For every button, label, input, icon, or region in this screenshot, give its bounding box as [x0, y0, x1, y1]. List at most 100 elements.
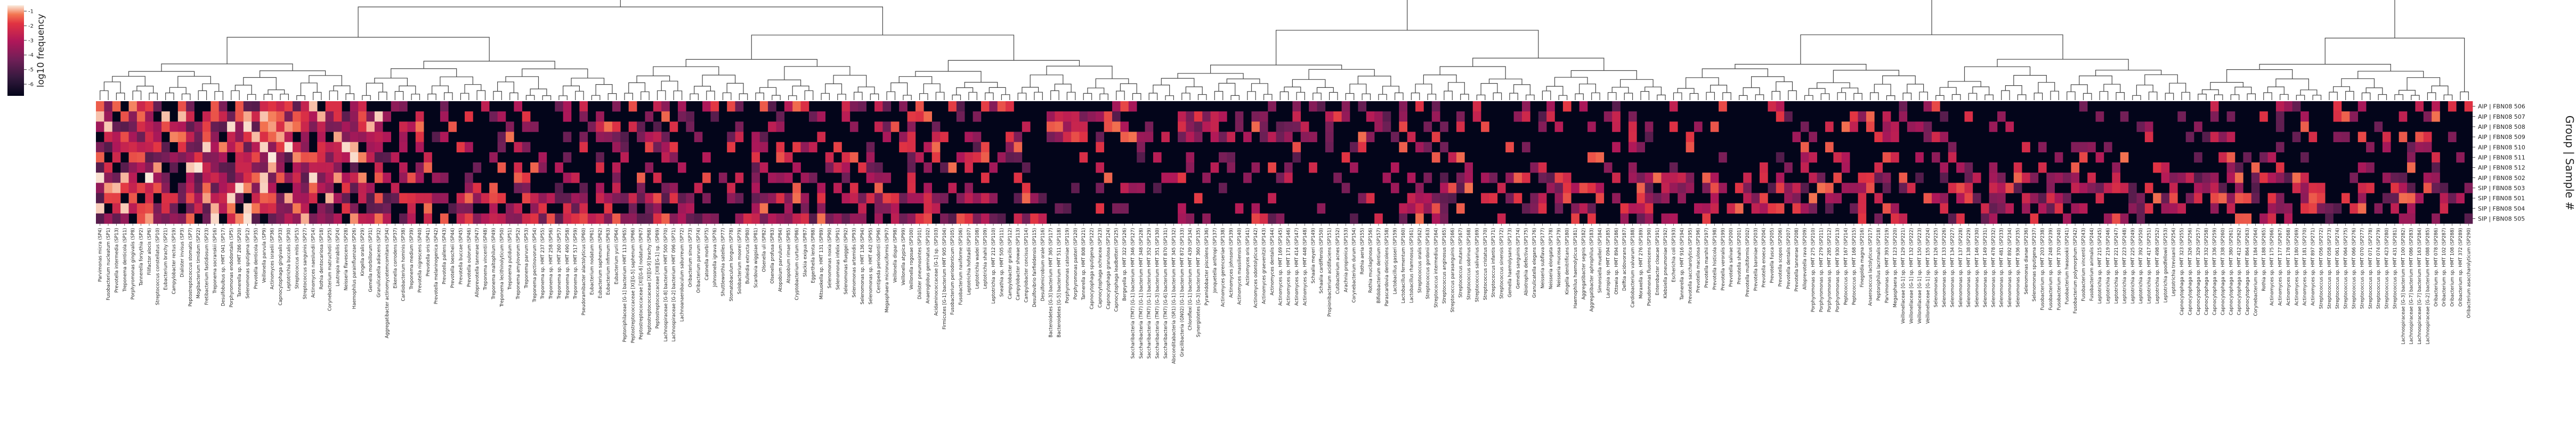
dendrogram-branch — [767, 79, 801, 88]
heatmap-cell — [800, 142, 809, 153]
column-label: Oribacterium sp. HMT 078 (SP286) — [2434, 228, 2439, 307]
heatmap-cell — [325, 203, 334, 214]
heatmap-cell — [1948, 152, 1957, 163]
heatmap-cell — [1161, 173, 1170, 183]
heatmap-cell — [2382, 132, 2391, 142]
column-label: Actinomyces odontolyticus (SP142) — [1253, 228, 1259, 308]
heatmap-cell — [956, 152, 965, 163]
dendrogram-branch — [2247, 93, 2256, 100]
heatmap-cell — [866, 193, 875, 203]
row-label: AIP | FBN08 507 — [2478, 113, 2525, 120]
heatmap-cell — [735, 173, 744, 183]
heatmap-cell — [96, 152, 104, 163]
heatmap-cell — [2030, 213, 2039, 224]
heatmap-cell — [1850, 121, 1858, 132]
heatmap-cell — [210, 132, 219, 142]
heatmap-cell — [628, 101, 637, 112]
heatmap-cell — [96, 203, 104, 214]
heatmap-cell — [1850, 203, 1858, 214]
column-label: Streptococcus oralis (SP162) — [1417, 228, 1423, 293]
heatmap-cell — [2440, 183, 2449, 193]
heatmap-cell — [759, 132, 768, 142]
heatmap-cell — [2071, 142, 2080, 153]
heatmap-cell — [145, 152, 153, 163]
heatmap-cell — [1678, 173, 1686, 183]
heatmap-cell — [1587, 152, 1596, 163]
heatmap-cell — [751, 142, 760, 153]
heatmap-cell — [1710, 173, 1719, 183]
heatmap-cell — [2136, 213, 2145, 224]
heatmap-cell — [432, 193, 441, 203]
dendrogram-branch — [1308, 69, 1375, 80]
heatmap-cell — [1760, 173, 1768, 183]
heatmap-cell — [2391, 173, 2399, 183]
heatmap-cell — [1694, 203, 1703, 214]
heatmap-cell — [555, 101, 563, 112]
heatmap-cell — [1333, 111, 1342, 122]
heatmap-cell — [637, 132, 645, 142]
heatmap-cell — [563, 132, 572, 142]
heatmap-cell — [2391, 203, 2399, 214]
heatmap-cell — [432, 173, 441, 183]
heatmap-cell — [1063, 132, 1072, 142]
heatmap-cell — [317, 132, 326, 142]
heatmap-cell — [522, 193, 531, 203]
heatmap-cell — [612, 142, 621, 153]
heatmap-cell — [2087, 183, 2096, 193]
heatmap-cell — [645, 162, 654, 173]
heatmap-cell — [1825, 142, 1834, 153]
heatmap-cell — [907, 152, 916, 163]
heatmap-cell — [2038, 142, 2047, 153]
heatmap-cell — [2022, 142, 2030, 153]
heatmap-cell — [2407, 152, 2416, 163]
heatmap-cell — [1669, 101, 1678, 112]
heatmap-cell — [1423, 173, 1432, 183]
column-label: Gemella morbillorum (SP31) — [368, 228, 374, 292]
dendrogram-branch — [2366, 87, 2383, 95]
dendrogram-branch — [542, 95, 552, 100]
heatmap-cell — [1637, 213, 1645, 224]
heatmap-cell — [1562, 193, 1571, 203]
column-label: Selenomonas sp. HMT 136 (SP94) — [860, 228, 865, 305]
heatmap-cell — [2046, 203, 2055, 214]
heatmap-cell — [177, 193, 187, 203]
heatmap-cell — [1104, 121, 1113, 132]
dendrogram-branch — [1472, 58, 1605, 71]
heatmap-cell — [383, 193, 391, 203]
heatmap-cell — [653, 132, 662, 142]
heatmap-cell — [2267, 213, 2277, 224]
heatmap-cell — [1702, 173, 1711, 183]
heatmap-cell — [2136, 203, 2145, 214]
heatmap-cell — [260, 101, 269, 112]
dendrogram-branch — [1820, 93, 1830, 100]
heatmap-cell — [792, 183, 801, 193]
heatmap-cell — [465, 111, 473, 122]
heatmap-cell — [2235, 173, 2243, 183]
heatmap-cell — [136, 101, 145, 112]
heatmap-cell — [2448, 193, 2457, 203]
heatmap-cell — [2210, 203, 2219, 214]
heatmap-cell — [268, 173, 277, 183]
heatmap-cell — [2432, 111, 2440, 122]
heatmap-cell — [1096, 203, 1104, 214]
dendrogram-branch — [2259, 64, 2391, 71]
heatmap-cell — [1899, 213, 1908, 224]
heatmap-cell — [1792, 193, 1801, 203]
heatmap-cell — [907, 183, 916, 193]
column-label: Capnocytophaga granulosa (SP124) — [1106, 228, 1111, 309]
heatmap-cell — [128, 203, 137, 214]
heatmap-cell — [293, 183, 301, 193]
heatmap-cell — [2194, 121, 2202, 132]
heatmap-cell — [1014, 193, 1023, 203]
dendrogram-branch — [821, 93, 830, 100]
heatmap-cell — [800, 193, 809, 203]
heatmap-cell — [1481, 173, 1489, 183]
heatmap-cell — [202, 111, 211, 122]
heatmap-cell — [1382, 111, 1391, 122]
heatmap-cell — [1063, 203, 1072, 214]
heatmap-cell — [440, 132, 449, 142]
dendrogram-branch — [2067, 91, 2076, 100]
column-label: Leptotrichia sp. HMT 221 (SP247) — [2114, 228, 2119, 304]
column-label: Treponema sp. HMT 237 (SP55) — [540, 228, 546, 300]
column-label: Lautropia mirabilis (SP24) — [336, 228, 341, 286]
